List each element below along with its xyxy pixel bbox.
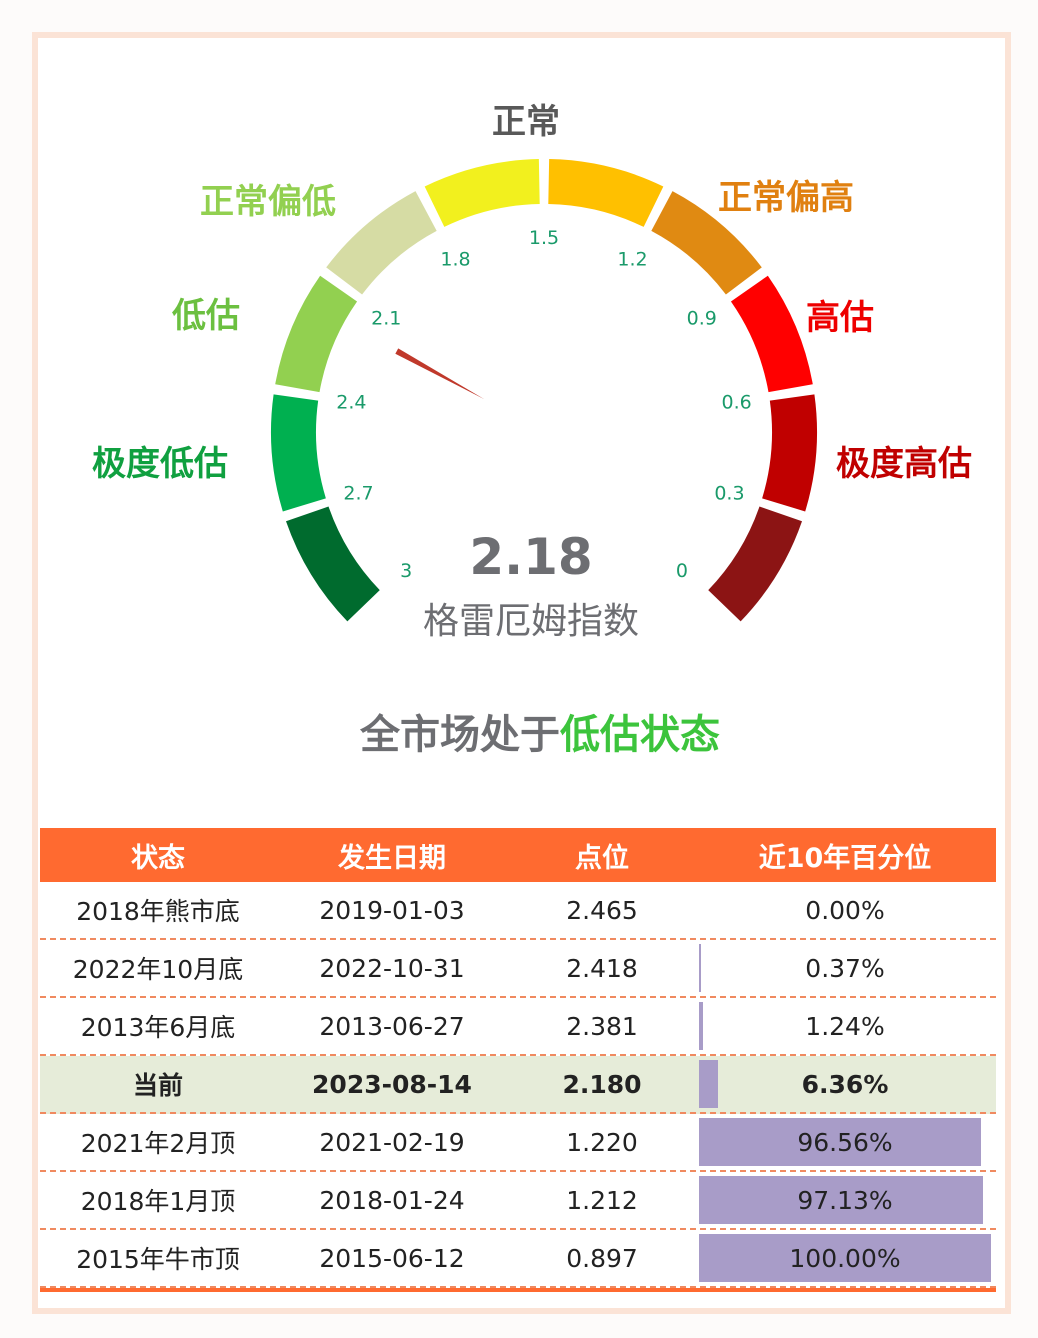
table-row: 2022年10月底 2022-10-31 2.418 0.37% xyxy=(40,940,996,998)
table-row: 2015年牛市顶 2015-06-12 0.897 100.00% xyxy=(40,1230,996,1288)
table-row: 2018年熊市底 2019-01-03 2.465 0.00% xyxy=(40,882,996,940)
history-table: 状态 发生日期 点位 近10年百分位 2018年熊市底 2019-01-03 2… xyxy=(40,828,996,1288)
market-status: 全市场处于低估状态 xyxy=(0,702,1038,760)
table-row-current: 当前 2023-08-14 2.180 6.36% xyxy=(40,1056,996,1114)
category-label: 正常 xyxy=(492,102,560,142)
gauge-segment xyxy=(285,506,380,622)
cell-date: 2021-02-19 xyxy=(319,1127,465,1157)
status-highlight: 低估状态 xyxy=(560,712,720,758)
table-row: 2013年6月底 2013-06-27 2.381 1.24% xyxy=(40,998,996,1056)
header-state: 状态 xyxy=(131,842,185,874)
cell-level: 1.212 xyxy=(566,1185,638,1215)
cell-state: 2018年1月顶 xyxy=(80,1187,236,1216)
cell-percentile: 1.24% xyxy=(805,1011,885,1041)
percentile-bar xyxy=(699,1118,981,1166)
header-percentile: 近10年百分位 xyxy=(758,842,932,874)
cell-level: 0.897 xyxy=(566,1243,638,1273)
cell-percentile: 6.36% xyxy=(801,1069,889,1099)
gauge-segment xyxy=(326,191,437,295)
percentile-bar xyxy=(699,944,701,992)
gauge-segment xyxy=(730,275,813,393)
cell-state: 2018年熊市底 xyxy=(76,897,240,926)
cell-percentile: 97.13% xyxy=(797,1185,893,1215)
percentile-bar xyxy=(699,1060,718,1108)
percentile-bar xyxy=(699,1002,703,1050)
cell-state: 2015年牛市顶 xyxy=(76,1245,240,1274)
percentile-bar xyxy=(699,1176,983,1224)
cell-state: 2022年10月底 xyxy=(72,955,244,984)
table-row: 2018年1月顶 2018-01-24 1.212 97.13% xyxy=(40,1172,996,1230)
cell-date: 2018-01-24 xyxy=(319,1185,465,1215)
cell-percentile: 0.37% xyxy=(805,953,885,983)
cell-percentile: 96.56% xyxy=(797,1127,893,1157)
bottom-rule xyxy=(40,1288,996,1292)
cell-percentile: 0.00% xyxy=(805,895,885,925)
cell-level: 2.418 xyxy=(566,953,638,983)
gauge-segment xyxy=(275,275,358,393)
cell-state: 2013年6月底 xyxy=(80,1013,236,1042)
category-label: 高估 xyxy=(806,298,874,338)
category-label: 极度高估 xyxy=(836,444,972,484)
gauge-value: 2.18 xyxy=(469,528,593,586)
category-label: 正常偏低 xyxy=(200,182,336,222)
category-label: 低估 xyxy=(172,296,240,336)
table-header: 状态 发生日期 点位 近10年百分位 xyxy=(40,828,996,882)
tick-label: 2.1 xyxy=(371,307,401,329)
status-prefix: 全市场处于 xyxy=(360,712,560,758)
tick-label: 2.4 xyxy=(336,391,366,413)
cell-level: 1.220 xyxy=(566,1127,638,1157)
gauge-segment xyxy=(271,394,326,512)
category-label: 正常偏高 xyxy=(718,178,854,218)
tick-label: 1.5 xyxy=(529,227,559,249)
gauge-chart: 3 2.7 2.4 2.1 1.8 1.5 1.2 0.9 0.6 0.3 0 xyxy=(271,159,817,622)
header-level: 点位 xyxy=(575,842,629,874)
gauge-segment xyxy=(424,159,540,227)
tick-label: 1.2 xyxy=(617,248,647,270)
cell-date: 2015-06-12 xyxy=(319,1243,465,1273)
cell-state: 当前 xyxy=(132,1071,184,1100)
tick-label: 3 xyxy=(400,560,412,582)
tick-label: 2.7 xyxy=(343,482,373,504)
cell-date: 2019-01-03 xyxy=(319,895,465,925)
tick-label: 0.3 xyxy=(714,482,744,504)
gauge-title: 格雷厄姆指数 xyxy=(422,601,639,642)
tick-label: 0.6 xyxy=(721,391,751,413)
category-label: 极度低估 xyxy=(92,444,228,484)
tick-label: 1.8 xyxy=(440,248,470,270)
cell-state: 2021年2月顶 xyxy=(80,1129,236,1158)
gauge-segment xyxy=(548,159,664,227)
gauge-segment xyxy=(762,394,817,512)
gauge-needle xyxy=(395,348,485,400)
cell-percentile: 100.00% xyxy=(789,1243,901,1273)
tick-label: 0 xyxy=(676,560,688,582)
percentile-bar xyxy=(699,1234,991,1282)
cell-level: 2.381 xyxy=(566,1011,638,1041)
cell-level: 2.465 xyxy=(566,895,638,925)
header-date: 发生日期 xyxy=(338,842,446,874)
tick-label: 0.9 xyxy=(687,307,717,329)
cell-level: 2.180 xyxy=(562,1069,642,1099)
gauge-segment xyxy=(708,506,803,622)
cell-date: 2013-06-27 xyxy=(319,1011,465,1041)
gauge-segment xyxy=(651,191,762,295)
cell-date: 2023-08-14 xyxy=(312,1069,472,1099)
cell-date: 2022-10-31 xyxy=(319,953,465,983)
table-row: 2021年2月顶 2021-02-19 1.220 96.56% xyxy=(40,1114,996,1172)
